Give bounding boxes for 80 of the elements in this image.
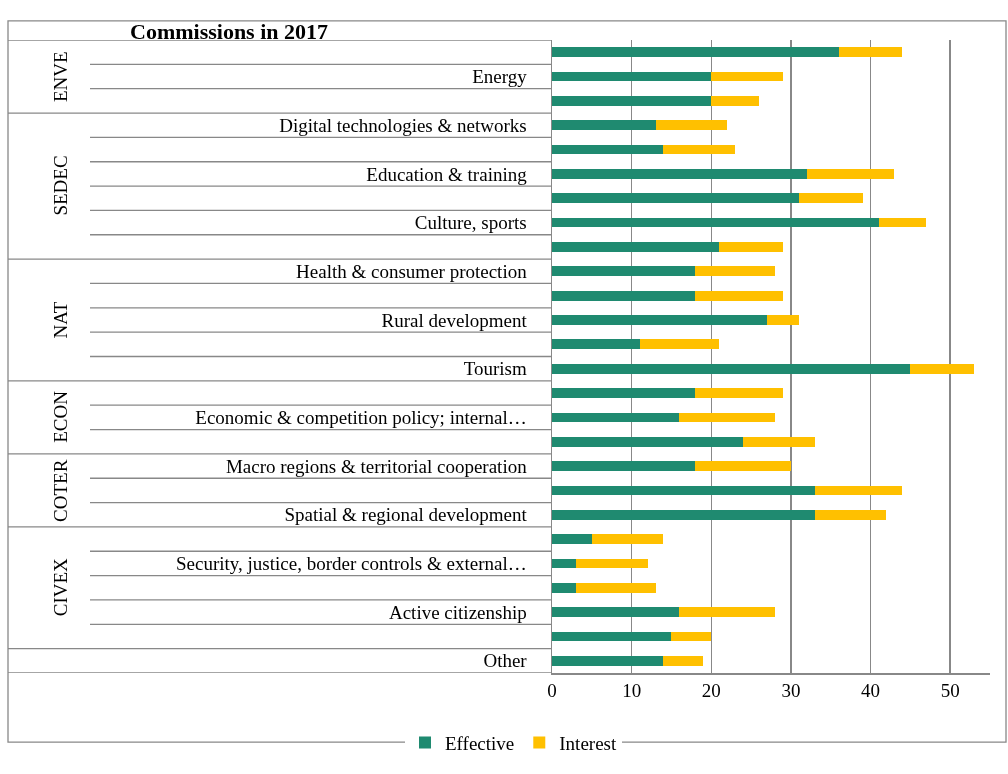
y-tick-label: Other — [483, 650, 528, 672]
bar — [552, 631, 672, 642]
legend-label: Interest — [559, 732, 617, 754]
bar — [798, 193, 863, 204]
bar — [719, 242, 783, 252]
y-tick-label: Economic & competition policy; internal… — [195, 407, 527, 429]
bar — [552, 412, 680, 423]
bar — [910, 363, 975, 374]
x-tick-label: 0 — [547, 680, 557, 702]
bar — [711, 71, 783, 82]
bar — [663, 655, 704, 666]
bar — [591, 534, 664, 544]
bar — [552, 193, 799, 204]
x-tick-label: 20 — [701, 680, 721, 702]
x-tick-label: 40 — [861, 680, 881, 702]
bar — [552, 144, 664, 155]
bar — [552, 120, 656, 131]
bar — [552, 363, 911, 374]
bar — [552, 461, 696, 471]
bar — [552, 485, 815, 496]
bar — [767, 315, 799, 325]
y-tick-label: Security, justice, border controls & external… — [176, 553, 527, 575]
bar — [552, 169, 807, 179]
bar — [552, 534, 592, 544]
bar — [552, 217, 879, 228]
bar — [575, 582, 656, 593]
y-tick-label: Spatial & regional development — [284, 504, 528, 526]
bar — [743, 436, 815, 447]
y-tick-label: Digital technologies & networks — [279, 114, 527, 136]
y-tick-label: Rural development — [381, 309, 528, 331]
bar — [663, 144, 736, 155]
bar — [552, 388, 696, 398]
bar — [552, 582, 576, 593]
bar — [552, 315, 768, 325]
x-tick-label: 30 — [781, 680, 801, 702]
bar — [552, 655, 664, 666]
bar — [552, 436, 744, 447]
text: ECON — [50, 390, 72, 443]
bar — [679, 412, 775, 423]
bar — [814, 485, 903, 496]
y-tick-label: Macro regions & territorial cooperation — [225, 455, 528, 477]
y-tick-label: Active citizenship — [388, 601, 527, 623]
bar — [552, 266, 696, 277]
text: NAT — [49, 301, 71, 339]
bar — [552, 607, 680, 617]
bar — [655, 120, 728, 131]
bar — [695, 266, 775, 277]
bar — [695, 388, 783, 398]
text: Commissions in 2017 — [130, 19, 329, 45]
bar — [679, 607, 775, 617]
text: SEDEC — [50, 155, 72, 216]
text: CIVEX — [49, 557, 71, 617]
bar — [552, 71, 712, 82]
y-tick-label: Education & training — [366, 163, 528, 185]
bar — [671, 631, 712, 642]
bar — [552, 47, 839, 58]
x-tick-label: 50 — [940, 680, 960, 702]
bar — [552, 290, 696, 301]
bar — [838, 47, 903, 58]
bar — [552, 96, 712, 106]
bar — [639, 339, 720, 350]
bar — [711, 96, 760, 106]
bar — [552, 242, 720, 252]
text: ENVE — [49, 51, 71, 103]
bar — [695, 290, 783, 301]
bar — [552, 558, 576, 569]
bar — [878, 217, 927, 228]
bar — [575, 558, 648, 569]
y-tick-label: Health & consumer protection — [296, 260, 528, 282]
text: COTER — [50, 459, 72, 522]
y-tick-label: Tourism — [463, 358, 527, 380]
bar — [814, 509, 887, 520]
x-tick-label: 10 — [622, 680, 642, 702]
bar — [806, 169, 895, 179]
y-tick-label: Energy — [472, 66, 528, 88]
bar — [552, 339, 640, 350]
y-tick-label: Culture, sports — [414, 212, 527, 234]
bar — [552, 509, 815, 520]
bar — [695, 461, 791, 471]
legend-label: Effective — [445, 732, 515, 754]
